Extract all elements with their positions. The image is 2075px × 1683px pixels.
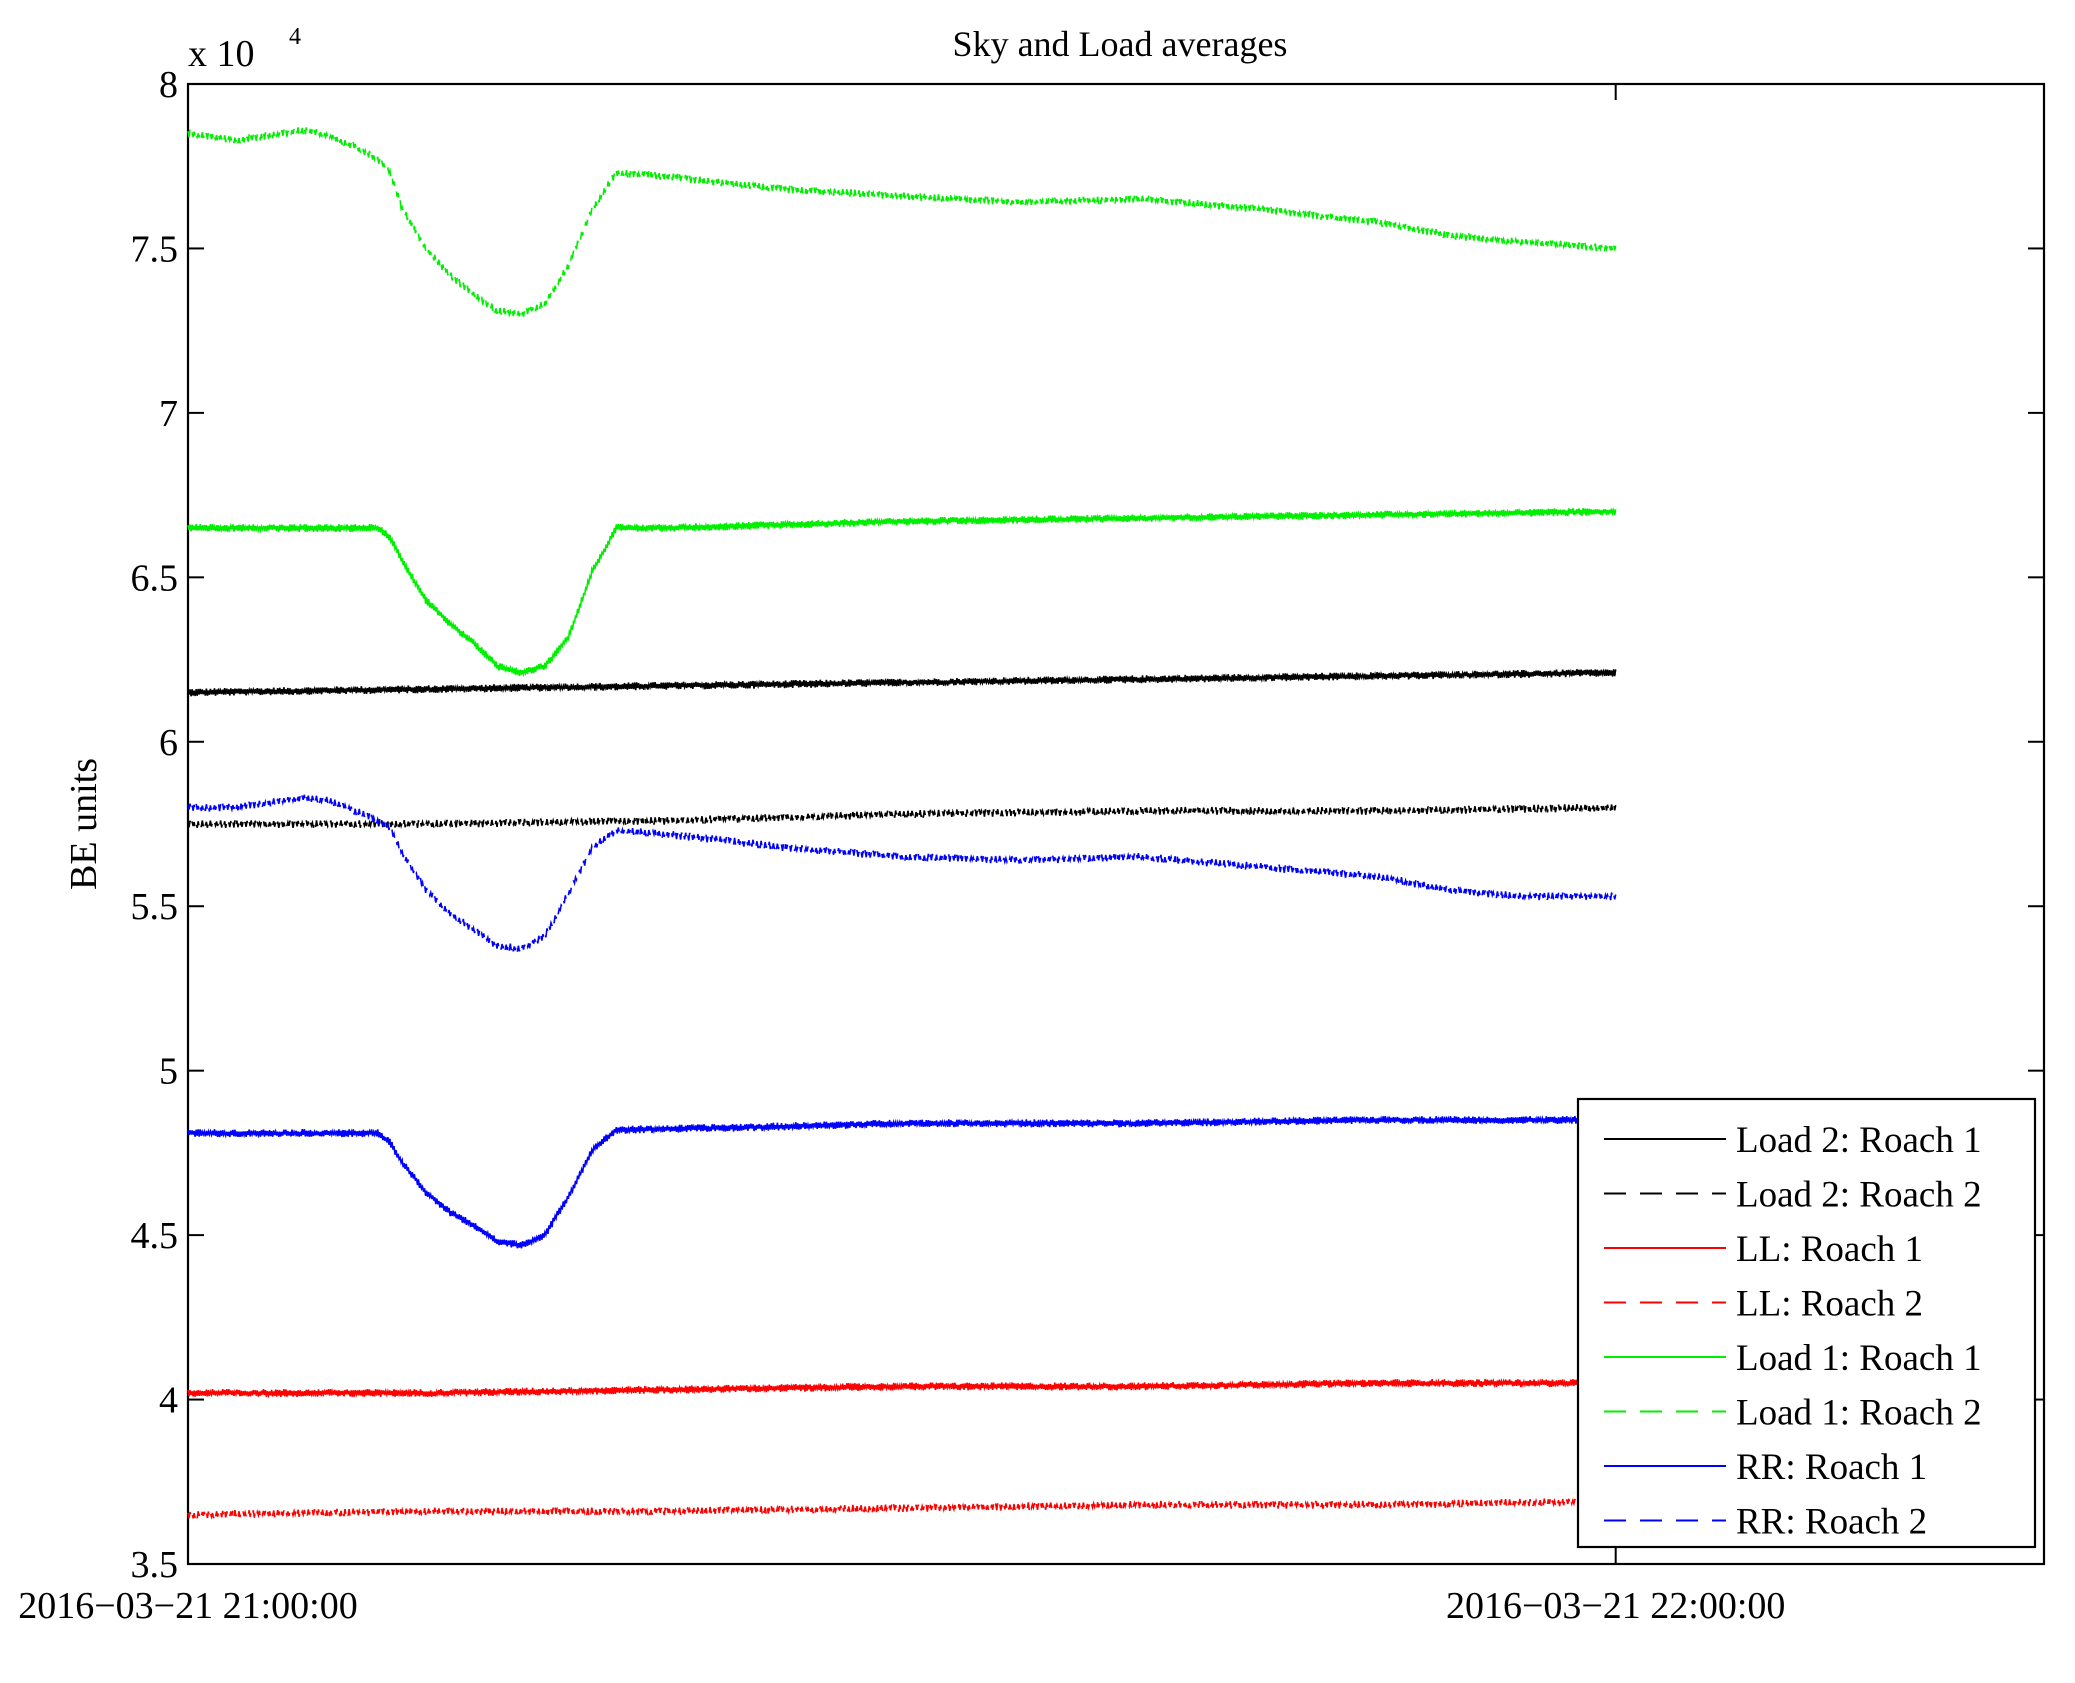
legend-label: LL: Roach 1	[1736, 1229, 1923, 1270]
y-tick-label: 6	[159, 722, 178, 764]
series-layer	[187, 125, 1617, 1520]
y-tick-label: 7.5	[131, 228, 179, 270]
y-axis-label: BE units	[63, 758, 105, 890]
series-line-4	[187, 1496, 1617, 1520]
y-exponent-power: 4	[289, 24, 301, 50]
y-tick-label: 3.5	[131, 1544, 179, 1586]
x-tick-label: 2016−03−21 21:00:00	[18, 1585, 357, 1627]
legend: Load 2: Roach 1 Load 2: Roach 2 LL: Roach …	[1576, 1097, 2037, 1549]
legend-box	[1576, 1097, 2037, 1549]
series-line-7	[187, 1114, 1617, 1249]
y-tick-label: 8	[159, 64, 178, 106]
y-exponent-label: x 10	[188, 33, 255, 75]
y-tick-label: 5.5	[131, 886, 179, 928]
legend-label: Load 1: Roach 1	[1736, 1338, 1982, 1379]
y-tick-label: 4.5	[131, 1215, 179, 1257]
y-tick-label: 6.5	[131, 557, 179, 599]
series-line-1	[187, 668, 1617, 697]
legend-label: Load 2: Roach 1	[1736, 1120, 1982, 1161]
legend-label: RR: Roach 1	[1736, 1447, 1927, 1488]
y-tick-label: 7	[159, 393, 178, 435]
series-line-8	[187, 794, 1617, 952]
legend-label: Load 1: Roach 2	[1736, 1393, 1982, 1434]
chart-title: Sky and Load averages	[953, 24, 1288, 64]
series-line-6	[187, 125, 1617, 318]
x-tick-label: 2016−03−21 22:00:00	[1446, 1585, 1785, 1627]
y-tick-label: 4	[159, 1380, 178, 1422]
legend-label: Load 2: Roach 2	[1736, 1175, 1982, 1216]
series-line-5	[187, 507, 1617, 678]
series-line-3	[187, 1377, 1617, 1399]
y-tick-label: 5	[159, 1051, 178, 1093]
legend-label: LL: Roach 2	[1736, 1284, 1923, 1325]
axes-layer: 3.5 4 4.5 5 5.5 6 6.5 7 7.5 8 2016−03−21 21:00:00 2…	[18, 64, 2044, 1627]
legend-label: RR: Roach 2	[1736, 1502, 1927, 1543]
series-line-2	[187, 803, 1617, 829]
